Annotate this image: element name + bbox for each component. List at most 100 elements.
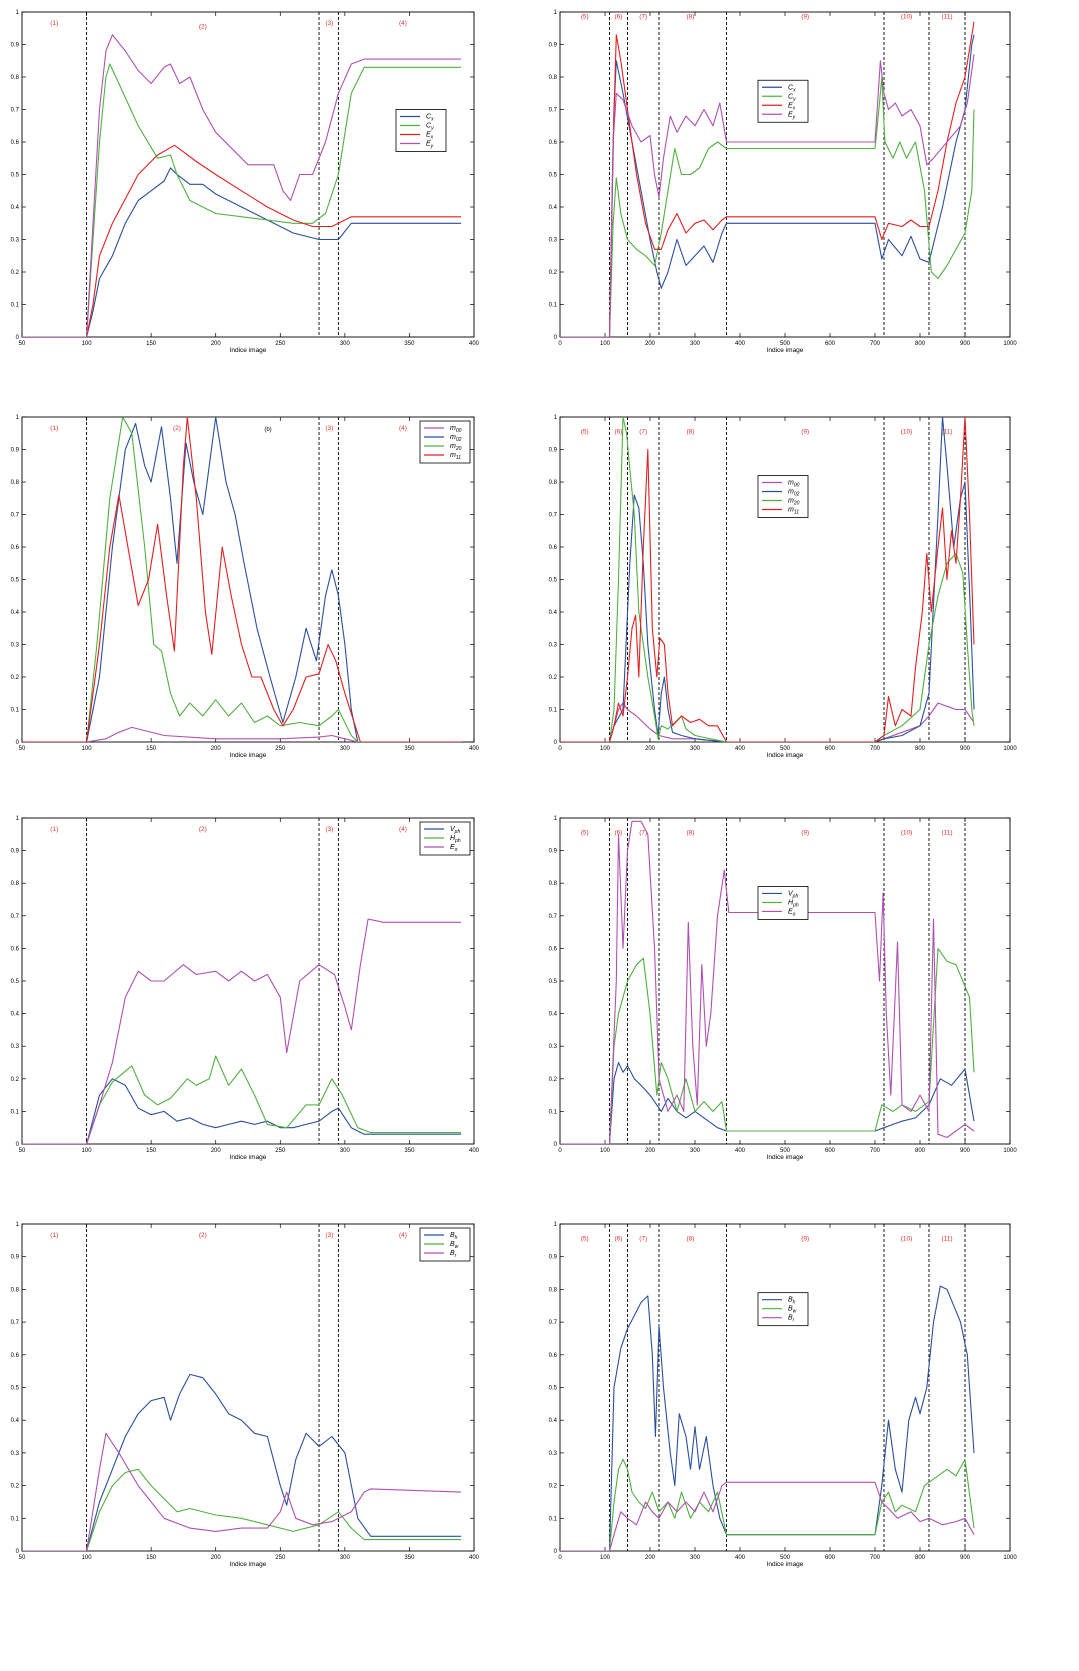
series-line-e-y: [560, 54, 975, 337]
y-tick-label: 0.8: [549, 480, 558, 486]
series-line-v-ph: [560, 1061, 975, 1144]
y-tick-label: 0.9: [11, 1255, 20, 1261]
y-tick-label: 0.1: [11, 708, 20, 714]
y-tick-label: 0.2: [549, 1484, 558, 1490]
y-tick-label: 0.8: [11, 75, 20, 81]
y-tick-label: 1: [554, 10, 558, 16]
y-tick-label: 0.1: [549, 1516, 558, 1522]
y-tick-label: 0.3: [549, 1451, 558, 1457]
legend-entry: Ey: [788, 111, 796, 120]
region-label: (10): [901, 829, 913, 836]
x-tick-label: 200: [645, 1148, 656, 1154]
y-tick-label: 0.9: [11, 43, 20, 49]
x-tick-label: 200: [211, 746, 222, 752]
region-label: (2): [199, 826, 207, 833]
series-line-m-20: [22, 417, 462, 742]
x-tick-label: 250: [275, 746, 286, 752]
region-label: (6): [615, 14, 623, 21]
region-label: (4): [399, 1232, 407, 1239]
x-tick-label: 300: [690, 1148, 701, 1154]
legend-entry: m00: [450, 425, 462, 434]
x-tick-label: 300: [340, 341, 351, 347]
region-label: (9): [801, 428, 809, 435]
y-tick-label: 0: [554, 335, 558, 341]
y-tick-label: 0.2: [549, 675, 558, 681]
y-tick-label: 1: [554, 415, 558, 421]
x-tick-label: 350: [404, 746, 415, 752]
series-line-c-y: [560, 76, 975, 337]
legend-entry: Bh: [450, 1232, 458, 1241]
legend-entry: Cy: [788, 93, 796, 102]
y-tick-label: 0.3: [549, 643, 558, 649]
x-tick-label: 900: [960, 746, 971, 752]
y-tick-label: 0.1: [549, 1109, 558, 1115]
x-tick-label: 800: [915, 1148, 926, 1154]
region-label: (11): [941, 428, 952, 435]
y-tick-label: 0.5: [549, 979, 558, 985]
x-tick-label: 600: [825, 341, 836, 347]
x-tick-label: 0: [558, 1555, 562, 1561]
x-tick-label: 300: [340, 746, 351, 752]
x-tick-label: 100: [82, 746, 93, 752]
y-tick-label: 0: [16, 1142, 20, 1148]
x-tick-label: 250: [275, 1148, 286, 1154]
legend-entry: Vph: [450, 826, 460, 835]
region-label: (10): [901, 428, 913, 435]
series-line-h-ph: [560, 947, 975, 1144]
x-tick-label: 600: [825, 1148, 836, 1154]
x-tick-label: 50: [19, 1555, 26, 1561]
x-tick-label: 200: [211, 1148, 222, 1154]
y-tick-label: 0.9: [11, 448, 20, 454]
x-tick-label: 200: [211, 341, 222, 347]
y-tick-label: 0.4: [11, 205, 20, 211]
chart-panel-3: 50 100 150 200 250 300 350 400 0 0.1 0.2 0.3 0.4 0.5 0…: [11, 415, 480, 759]
series-line-e-o: [22, 918, 462, 1144]
region-label: (6): [615, 1235, 623, 1242]
y-tick-label: 0.8: [549, 881, 558, 887]
y-tick-label: 0.5: [549, 1386, 558, 1392]
y-tick-label: 0.2: [11, 1484, 20, 1490]
y-tick-label: 0.4: [549, 205, 558, 211]
series-line-e-o: [560, 820, 975, 1144]
region-label: (8): [687, 829, 695, 836]
legend-box: [395, 109, 447, 152]
x-tick-label: 500: [780, 1148, 791, 1154]
region-label: (5): [581, 1235, 589, 1242]
legend-entry: Ex: [788, 102, 796, 111]
x-tick-label: 1000: [1003, 746, 1017, 752]
region-label: (7): [639, 829, 647, 836]
region-label: (6): [615, 829, 623, 836]
x-tick-label: 700: [870, 1555, 881, 1561]
series-line-c-y: [22, 63, 462, 337]
y-tick-label: 0: [554, 1142, 558, 1148]
series-line-h-ph: [22, 1055, 462, 1144]
legend-entry: m11: [450, 452, 461, 461]
series-line-v-ph: [22, 1078, 462, 1144]
y-tick-label: 0.4: [549, 1012, 558, 1018]
region-label: (2): [173, 425, 181, 432]
legend-entry: Vph: [788, 890, 798, 899]
x-tick-label: 500: [780, 341, 791, 347]
x-axis-label: Indice image: [767, 1561, 804, 1568]
region-label: (8): [687, 428, 695, 435]
x-tick-label: 600: [825, 1555, 836, 1561]
legend-entry: Eo: [788, 908, 796, 917]
series-line-m-02: [22, 417, 462, 742]
x-tick-label: 150: [146, 1148, 157, 1154]
chart-panel-8: 0 100 200 300 400 500 600 700 800 900 1000 0 0.1 0.2 0…: [549, 1222, 1018, 1568]
x-tick-label: 0: [558, 746, 562, 752]
x-tick-label: 200: [211, 1555, 222, 1561]
y-tick-label: 1: [16, 415, 20, 421]
x-tick-label: 1000: [1003, 1148, 1017, 1154]
x-tick-label: 700: [870, 746, 881, 752]
legend-entry: m20: [788, 498, 800, 507]
region-label: (9): [801, 1235, 809, 1242]
chart-panel-4: 0 100 200 300 400 500 600 700 800 900 1000 0 0.1 0.2 0…: [549, 415, 1018, 759]
x-axis-label: Indice image: [230, 752, 267, 759]
y-tick-label: 0.6: [11, 545, 20, 551]
x-tick-label: 100: [82, 1555, 93, 1561]
y-tick-label: 0.8: [11, 1287, 20, 1293]
legend-entry: Hph: [788, 899, 799, 908]
region-label: (11): [941, 1235, 952, 1242]
